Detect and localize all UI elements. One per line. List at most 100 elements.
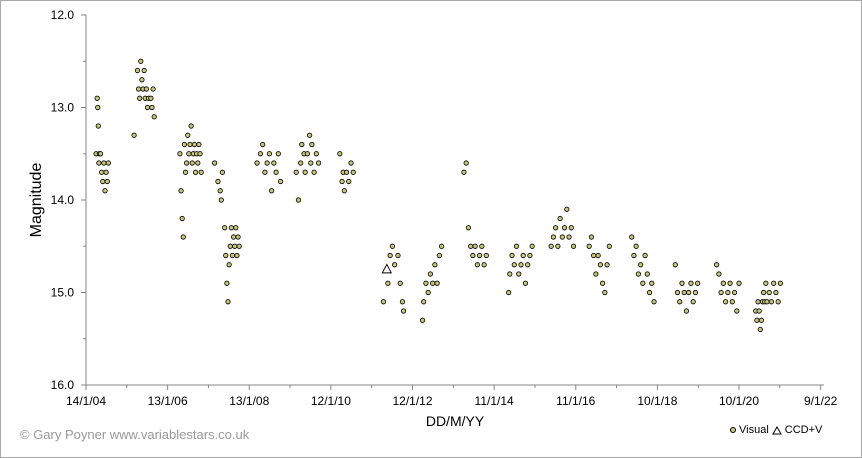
visual-point: [633, 243, 639, 249]
visual-point: [599, 280, 606, 286]
visual-point: [638, 262, 644, 268]
visual-point: [182, 169, 189, 175]
visual-point: [298, 160, 304, 166]
x-tick-label: 9/1/22: [804, 394, 838, 408]
visual-point: [217, 188, 223, 194]
visual-point: [350, 169, 356, 175]
visual-point: [714, 262, 720, 268]
visual-point: [763, 280, 769, 286]
visual-point: [177, 151, 183, 157]
visual-point: [683, 308, 690, 314]
visual-point: [149, 104, 155, 111]
visual-point: [277, 178, 284, 185]
visual-point: [315, 160, 322, 166]
chart-axes: [85, 15, 824, 386]
visual-point: [150, 86, 156, 92]
visual-point: [586, 243, 592, 249]
visual-point: [295, 197, 302, 203]
y-tick-label: 16.0: [51, 378, 75, 392]
visual-point: [651, 299, 657, 305]
visual-point: [525, 262, 531, 268]
visual-point: [557, 215, 563, 222]
visual-point: [602, 289, 608, 296]
visual-point: [151, 114, 157, 120]
visual-point: [591, 252, 597, 259]
visual-point: [337, 151, 343, 157]
visual-point: [184, 160, 190, 166]
visual-point: [311, 169, 317, 175]
visual-point: [232, 243, 238, 249]
visual-point: [755, 299, 761, 305]
visual-point: [716, 271, 722, 277]
visual-point: [100, 178, 106, 185]
visual-point: [102, 188, 108, 194]
visual-point: [224, 280, 230, 286]
visual-point: [722, 299, 729, 305]
visual-point: [777, 280, 783, 286]
visual-point: [644, 271, 650, 277]
visual-point: [474, 262, 480, 268]
visual-point: [695, 280, 701, 286]
visual-point: [341, 188, 347, 194]
visual-point: [479, 243, 485, 249]
visual-point: [131, 132, 137, 138]
visual-point: [219, 169, 226, 175]
x-tick-label: 11/1/14: [475, 394, 514, 408]
visual-point: [672, 262, 678, 268]
visual-point: [564, 206, 570, 212]
visual-point: [144, 104, 151, 111]
visual-point: [588, 234, 595, 240]
visual-point: [522, 280, 529, 286]
visual-point: [138, 58, 144, 64]
visual-point: [143, 86, 149, 92]
visual-point: [470, 252, 476, 259]
visual-point: [597, 262, 603, 268]
visual-point: [427, 271, 433, 277]
visual-point: [385, 280, 391, 286]
x-ticks: 14/1/04 13/1/06 13/1/08 12/1/10 12/1/12 11/1/…: [66, 385, 838, 408]
visual-point: [181, 141, 187, 148]
visual-point: [677, 299, 683, 305]
visual-point: [211, 160, 218, 166]
visual-point: [771, 280, 777, 286]
visual-point: [725, 289, 731, 296]
visual-point: [425, 289, 431, 296]
visual-point: [476, 252, 483, 259]
visual-point: [593, 271, 599, 277]
visual-point: [595, 252, 601, 259]
visual-point: [225, 299, 231, 305]
visual-point: [273, 169, 279, 175]
visual-point: [527, 252, 533, 259]
visual-point: [773, 289, 779, 296]
visual-point: [313, 151, 319, 157]
visual-point: [468, 243, 474, 249]
visual-point: [472, 243, 478, 249]
visual-point: [215, 178, 221, 185]
visual-point: [186, 151, 192, 157]
visual-point: [299, 141, 305, 148]
visual-point: [307, 132, 313, 138]
visual-point: [548, 243, 554, 249]
visual-point: [461, 169, 467, 175]
visual-point: [343, 169, 350, 175]
visual-point: [692, 289, 699, 296]
visual-point: [720, 280, 726, 286]
visual-point: [135, 86, 142, 92]
visual-point: [302, 169, 308, 175]
visual-point: [95, 123, 101, 129]
visual-point: [191, 141, 198, 148]
visual-point: [95, 104, 101, 111]
x-tick-label: 10/1/20: [719, 394, 759, 408]
visual-point: [400, 308, 407, 314]
visual-point: [507, 271, 513, 277]
visual-point: [764, 299, 770, 305]
visual-point: [754, 317, 760, 323]
y-tick-label: 14.0: [51, 193, 75, 207]
copyright-notice: © Gary Poyner www.variablestars.co.uk: [20, 427, 250, 442]
visual-point: [646, 289, 653, 296]
visual-point: [559, 234, 565, 240]
visual-point: [419, 317, 426, 323]
visual-point: [234, 252, 240, 259]
visual-point: [399, 299, 406, 305]
visual-point: [275, 151, 281, 157]
